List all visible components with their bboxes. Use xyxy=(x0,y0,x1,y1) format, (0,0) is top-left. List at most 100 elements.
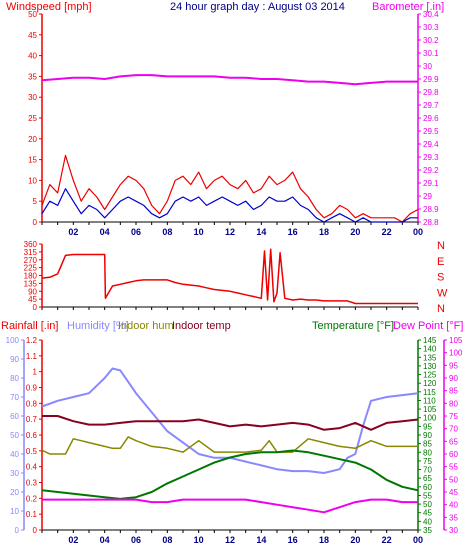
barometer-axis-label: 29.3 xyxy=(423,153,439,162)
temperature-axis-label: 40 xyxy=(423,517,432,526)
temperature-axis-label: 35 xyxy=(423,526,432,535)
temperature-axis-label: 80 xyxy=(423,448,432,457)
temperature-axis-label: 125 xyxy=(423,371,437,380)
dewpoint-axis-label: 35 xyxy=(449,513,458,522)
windspeed-axis-label: 5 xyxy=(33,197,38,206)
dewpoint-axis-label: 85 xyxy=(449,387,458,396)
chart-dynamic-layer: 0510152025303540455028.828.92929.129.229… xyxy=(6,10,463,545)
windspeed-axis-label: 0 xyxy=(33,218,38,227)
panel3-time-label: 20 xyxy=(350,535,360,545)
gust-series xyxy=(41,188,418,223)
barometer-axis-label: 30 xyxy=(423,62,432,71)
dewpoint-axis-label: 95 xyxy=(449,361,458,370)
windspeed-axis-label: 50 xyxy=(28,10,37,19)
rain-axis-label: 0.2 xyxy=(26,494,38,503)
direction-axis-label: 180 xyxy=(24,272,38,281)
panel1-time-label: 12 xyxy=(225,227,235,237)
panel1-time-label: 22 xyxy=(382,227,392,237)
direction-axis-label: 135 xyxy=(24,279,38,288)
compass-label: N xyxy=(437,303,445,315)
barometer-axis-label: 29.1 xyxy=(423,179,439,188)
compass-label: E xyxy=(437,256,444,268)
windspeed-axis-label: 45 xyxy=(28,31,37,40)
barometer-axis-label: 28.9 xyxy=(423,205,439,214)
panel3-time-label: 08 xyxy=(162,535,172,545)
temperature-axis-label: 120 xyxy=(423,379,437,388)
dewpoint-series xyxy=(42,498,418,514)
barometer-axis-label: 30.3 xyxy=(423,23,439,32)
panel1-time-label: 04 xyxy=(100,227,110,237)
barometer-axis-label: 29.7 xyxy=(423,101,439,110)
humidity-axis-label: 0 xyxy=(15,526,20,535)
panel3-time-label: 18 xyxy=(319,535,329,545)
temperature-axis-label: 60 xyxy=(423,483,432,492)
temperature-axis-label: 90 xyxy=(423,431,432,440)
rain-axis-label: 0.8 xyxy=(26,399,38,408)
wind-direction-series xyxy=(41,248,418,305)
temperature-axis-label: 55 xyxy=(423,491,432,500)
windspeed-axis-label: 30 xyxy=(28,93,37,102)
rain-axis-label: 0 xyxy=(33,526,38,535)
dewpoint-axis-label: 80 xyxy=(449,399,458,408)
panel3-time-label: 22 xyxy=(382,535,392,545)
rain-axis-label: 1.2 xyxy=(26,336,38,345)
humidity-axis-label: 70 xyxy=(10,393,19,402)
panel3-time-label: 04 xyxy=(100,535,110,545)
panel3-time-label: 16 xyxy=(288,535,298,545)
humidity-axis-label: 60 xyxy=(10,412,19,421)
humidity-axis-label: 100 xyxy=(6,336,20,345)
rain-axis-label: 0.9 xyxy=(26,384,38,393)
panel1-time-label: 14 xyxy=(256,227,266,237)
humidity-axis-label: 10 xyxy=(10,507,19,516)
compass-label: S xyxy=(437,272,444,284)
windspeed-axis-label: 20 xyxy=(28,135,37,144)
panel3-time-label: 02 xyxy=(68,535,78,545)
windspeed-axis-label: Windspeed [mph] xyxy=(6,1,92,13)
dewpoint-axis-label: 100 xyxy=(449,349,463,358)
temperature-axis-label: 105 xyxy=(423,405,437,414)
rain-axis-label: 0.7 xyxy=(26,415,38,424)
rain-axis-label: 0.6 xyxy=(26,431,38,440)
indoor-hum-axis-label: Indoor hum xyxy=(118,320,174,332)
dewpoint-axis-label: 105 xyxy=(449,336,463,345)
indoor-temp-axis-label: Indoor temp xyxy=(172,320,231,332)
windspeed-axis-label: 15 xyxy=(28,156,37,165)
panel3-time-label: 00 xyxy=(413,535,423,545)
panel3-time-label: 14 xyxy=(256,535,266,545)
barometer-axis-label: 29.4 xyxy=(423,140,439,149)
barometer-axis-label: 29.6 xyxy=(423,114,439,123)
temperature-axis-label: 110 xyxy=(423,396,436,405)
panel1-time-label: 18 xyxy=(319,227,329,237)
dewpoint-axis-label: 65 xyxy=(449,437,458,446)
panel1-title: 24 hour graph day : August 03 2014 xyxy=(170,1,345,13)
panel1-time-label: 06 xyxy=(131,227,141,237)
rain-axis-label: 0.3 xyxy=(26,479,38,488)
panel1-time-label: 10 xyxy=(194,227,204,237)
temperature-axis-label: 145 xyxy=(423,336,437,345)
direction-axis-label: 270 xyxy=(24,256,38,265)
rain-axis-label: 1.1 xyxy=(26,352,38,361)
windspeed-axis-label: 40 xyxy=(28,52,37,61)
compass-label: W xyxy=(437,287,448,299)
rain-axis-label: 0.4 xyxy=(26,463,38,472)
compass-label: N xyxy=(437,240,445,252)
barometer-axis-label: 29.5 xyxy=(423,127,439,136)
direction-axis-label: 45 xyxy=(28,295,37,304)
direction-axis-label: 225 xyxy=(24,264,38,273)
rain-axis-label: 0.5 xyxy=(26,447,38,456)
barometer-axis-label: 29.2 xyxy=(423,166,439,175)
humidity-axis-label: 80 xyxy=(10,374,19,383)
barometer-axis-label: 30.4 xyxy=(423,10,439,19)
temperature-series xyxy=(41,449,419,500)
humidity-axis-label: 50 xyxy=(10,431,19,440)
temperature-axis-label: 135 xyxy=(423,353,437,362)
windspeed-axis-label: 10 xyxy=(28,176,37,185)
rain-axis-label: 0.1 xyxy=(26,510,38,519)
panel3-time-label: 10 xyxy=(194,535,204,545)
barometer-axis-label: 29.9 xyxy=(423,75,439,84)
indoor-hum-series xyxy=(41,436,418,455)
dewpoint-axis-label: 75 xyxy=(449,412,458,421)
